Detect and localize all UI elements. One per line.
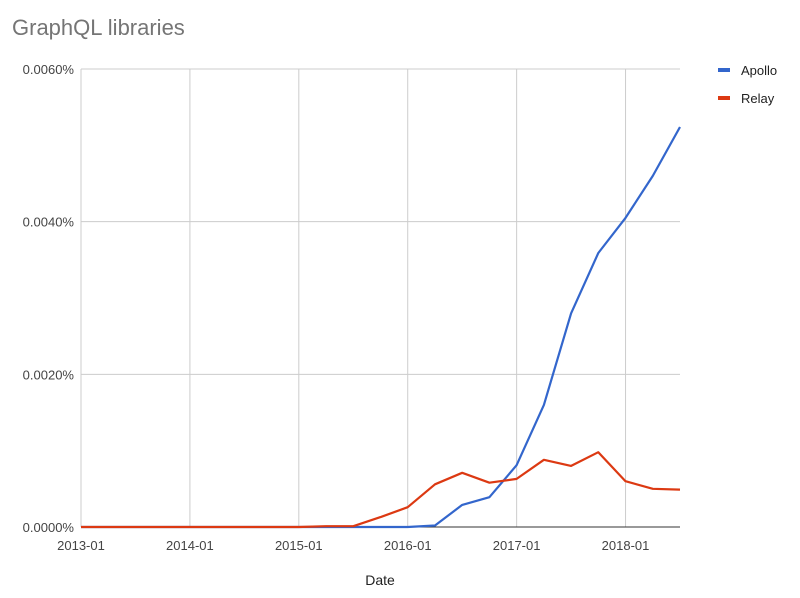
legend-label: Apollo: [741, 63, 777, 78]
x-tick-label: 2015-01: [275, 538, 323, 553]
series-line-relay: [81, 451, 681, 529]
legend-swatch: [718, 96, 730, 100]
legend-label: Relay: [741, 91, 775, 106]
chart-title: GraphQL libraries: [12, 15, 185, 40]
y-tick-label: 0.0040%: [23, 215, 75, 230]
y-tick-label: 0.0020%: [23, 367, 75, 382]
x-axis-label: Date: [365, 572, 395, 588]
x-tick-label: 2016-01: [384, 538, 432, 553]
x-tick-label: 2014-01: [166, 538, 214, 553]
x-tick-label: 2018-01: [602, 538, 650, 553]
x-tick-label: 2017-01: [493, 538, 541, 553]
y-tick-label: 0.0000%: [23, 520, 75, 535]
x-tick-label: 2013-01: [57, 538, 105, 553]
y-tick-label: 0.0060%: [23, 62, 75, 77]
legend-swatch: [718, 68, 730, 72]
series-line-apollo: [81, 126, 681, 529]
